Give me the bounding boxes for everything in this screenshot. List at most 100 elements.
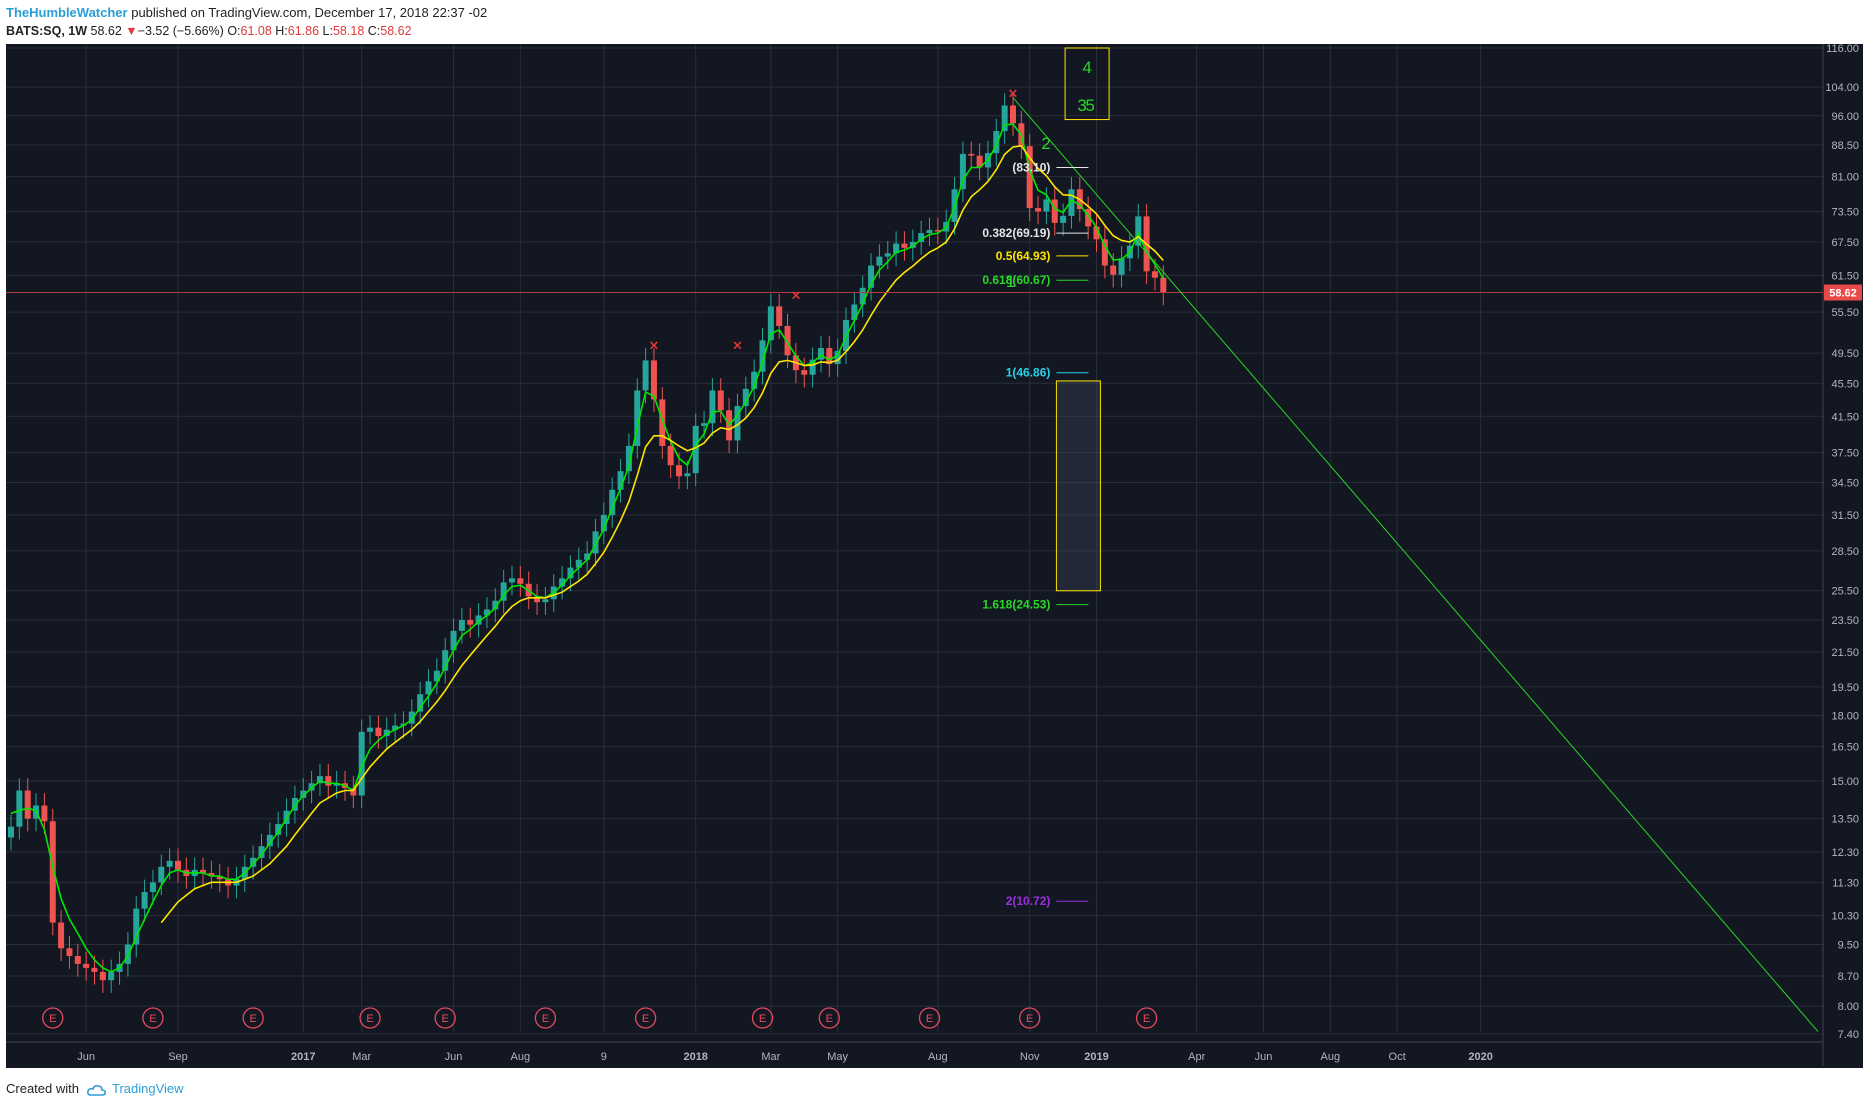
candle-body xyxy=(650,360,657,400)
change-arrow-icon: ▼ xyxy=(125,24,138,38)
tradingview-brand-link[interactable]: TradingView xyxy=(112,1081,184,1096)
candle-body xyxy=(91,967,98,972)
candle-body xyxy=(809,359,816,375)
y-tick-label: 81.00 xyxy=(1831,172,1859,184)
earnings-label: E xyxy=(1026,1013,1033,1025)
candle-body xyxy=(258,846,265,858)
x-tick-label: 2020 xyxy=(1468,1051,1492,1063)
candle-body xyxy=(58,922,65,949)
y-tick-label: 49.50 xyxy=(1831,348,1859,360)
candle-body xyxy=(442,650,449,671)
candle-body xyxy=(266,834,273,847)
earnings-label: E xyxy=(642,1013,649,1025)
y-tick-label: 21.50 xyxy=(1831,647,1859,659)
y-tick-label: 25.50 xyxy=(1831,586,1859,598)
earnings-icon xyxy=(818,1007,840,1029)
x-tick-label: Aug xyxy=(1321,1051,1341,1063)
high-marker-icon: × xyxy=(790,288,801,303)
earnings-label: E xyxy=(1143,1013,1150,1025)
candle-body xyxy=(759,340,766,372)
x-tick-label: 9 xyxy=(601,1051,607,1063)
y-tick-label: 9.50 xyxy=(1838,939,1859,951)
candle-body xyxy=(24,790,31,819)
candle-body xyxy=(1160,277,1167,293)
x-tick-label: 2018 xyxy=(683,1051,707,1063)
candle-body xyxy=(901,243,908,248)
y-tick-label: 19.50 xyxy=(1831,682,1859,694)
candle-body xyxy=(926,229,933,234)
earnings-label: E xyxy=(826,1013,833,1025)
trend-line xyxy=(1012,97,1819,1032)
earnings-icon xyxy=(918,1007,941,1029)
candle-body xyxy=(609,489,616,516)
candle-body xyxy=(1068,189,1075,216)
candle-body xyxy=(408,711,415,724)
earnings-label: E xyxy=(442,1013,449,1025)
candle-body xyxy=(1093,226,1100,240)
candle-body xyxy=(216,876,223,880)
close-value: 58.62 xyxy=(380,24,412,38)
candle-body xyxy=(676,465,682,477)
candle-body xyxy=(1001,105,1008,132)
publish-line: TheHumbleWatcher published on TradingVie… xyxy=(6,4,1856,22)
fib-level-label: 0.618(60.67) xyxy=(982,273,1050,287)
price-chart[interactable]: 116.00 104.00 96.00 88.50 81.00 73.50 67.50 61.… xyxy=(6,44,1863,1068)
candle-body xyxy=(659,399,666,446)
x-tick-label: 2017 xyxy=(291,1051,315,1063)
candle-body xyxy=(567,567,574,579)
y-tick-label: 61.50 xyxy=(1831,270,1859,282)
publish-info: published on TradingView.com, December 1… xyxy=(131,5,488,20)
candle-body xyxy=(592,531,599,554)
candle-body xyxy=(83,963,90,968)
candle-body xyxy=(208,872,215,877)
chart-area[interactable]: 116.00 104.00 96.00 88.50 81.00 73.50 67.50 61.… xyxy=(6,44,1863,1068)
candle-body xyxy=(1135,216,1142,246)
candle-body xyxy=(1060,215,1067,223)
x-tick-label: Mar xyxy=(352,1051,371,1063)
candle-body xyxy=(1010,105,1016,124)
candle-body xyxy=(375,727,382,737)
symbol-label: BATS:SQ, 1W xyxy=(6,24,88,38)
candle-body xyxy=(600,515,607,532)
candle-body xyxy=(425,681,432,695)
candle-body xyxy=(709,390,716,424)
wave-label: 4 xyxy=(1082,58,1091,77)
wave-count-box xyxy=(1064,47,1110,121)
candle-body xyxy=(692,425,699,474)
x-tick-label: Apr xyxy=(1188,1051,1205,1063)
high-marker-icon: × xyxy=(1008,87,1019,102)
x-tick-label: Aug xyxy=(928,1051,948,1063)
change-value: −3.52 (−5.66%) xyxy=(137,24,224,38)
y-tick-label: 55.50 xyxy=(1831,307,1859,319)
candle-body xyxy=(141,891,148,909)
candle-body xyxy=(1043,199,1050,212)
wave-label: 1 xyxy=(1006,272,1015,291)
author-link[interactable]: TheHumbleWatcher xyxy=(6,5,128,20)
candle-body xyxy=(1085,209,1092,227)
candle-body xyxy=(751,371,758,389)
y-tick-label: 45.50 xyxy=(1831,378,1859,390)
candle-body xyxy=(483,609,490,616)
candle-body xyxy=(308,783,315,791)
candle-body xyxy=(467,620,474,625)
x-tick-label: Nov xyxy=(1020,1051,1040,1063)
y-tick-label: 104.00 xyxy=(1825,82,1859,94)
candle-body xyxy=(133,908,140,945)
open-value: 61.08 xyxy=(240,24,272,38)
candle-body xyxy=(1118,258,1125,275)
wave-label: 2 xyxy=(1041,134,1050,153)
candle-body xyxy=(475,615,482,625)
x-tick-label: Oct xyxy=(1389,1051,1406,1063)
candle-body xyxy=(634,390,641,446)
earnings-label: E xyxy=(542,1013,549,1025)
candle-body xyxy=(826,348,833,365)
y-tick-label: 34.50 xyxy=(1831,477,1859,489)
x-tick-label: May xyxy=(827,1051,848,1063)
candle-body xyxy=(801,370,808,375)
candle-body xyxy=(200,869,207,873)
low-label: L: xyxy=(322,24,333,38)
candle-body xyxy=(1051,199,1058,223)
candle-body xyxy=(333,783,340,786)
x-tick-label: Jun xyxy=(77,1051,95,1063)
candle-body xyxy=(851,304,858,320)
